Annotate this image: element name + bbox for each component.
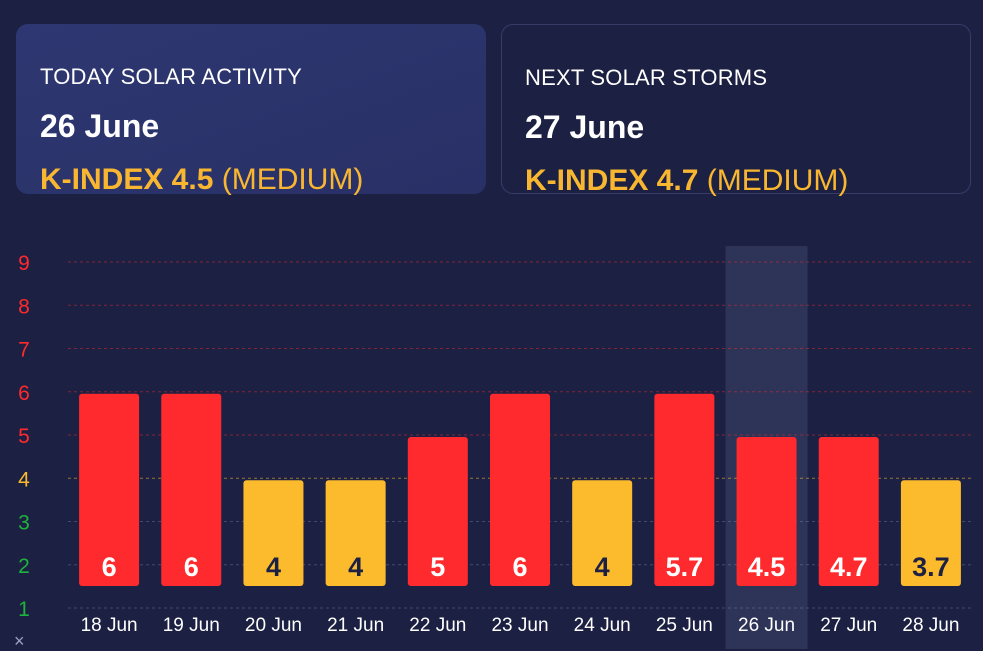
bar [572,480,633,586]
next-card-label: NEXT SOLAR STORMS [525,65,768,90]
today-activity-card: TODAY SOLAR ACTIVITY 26 June K-INDEX 4.5… [16,24,486,195]
bar [243,480,304,586]
bar [161,393,222,586]
bar [490,393,550,586]
next-kindex-level: (MEDIUM) [706,164,849,197]
x-tick-label: 21 Jun [327,615,384,636]
bar-value-label: 6 [102,552,117,582]
x-tick-label: 22 Jun [409,615,466,636]
x-tick-label: 27 Jun [820,615,877,636]
y-tick-label: 8 [18,295,30,318]
bar [654,393,715,586]
today-kindex-level: (MEDIUM) [221,163,364,196]
bar-value-label: 4.7 [830,552,868,582]
y-tick-label: 1 [18,598,30,621]
next-card-kindex: K-INDEX 4.7 (MEDIUM) [525,166,848,196]
x-tick-label: 24 Jun [574,615,631,636]
today-card-kindex: K-INDEX 4.5 (MEDIUM) [40,165,363,195]
y-tick-label: 3 [18,512,30,535]
bar-value-label: 5 [430,552,445,582]
bar-value-label: 4.5 [748,552,786,582]
close-icon[interactable]: × [14,631,25,651]
bar [900,480,961,586]
bar-value-label: 6 [184,552,199,582]
next-card-date: 27 June [525,109,645,145]
bar-value-label: 4 [348,552,363,582]
x-tick-label: 19 Jun [163,615,220,636]
bar [407,437,468,586]
y-tick-label: 4 [18,468,30,491]
today-card-label: TODAY SOLAR ACTIVITY [40,64,302,89]
bar [325,480,386,586]
y-tick-label: 5 [18,425,30,448]
y-tick-label: 6 [18,382,30,405]
x-tick-label: 28 Jun [902,615,959,636]
y-tick-label: 7 [18,339,30,362]
bar-value-label: 4 [595,552,610,582]
x-tick-label: 23 Jun [491,615,548,636]
y-tick-label: 9 [18,252,30,275]
x-tick-label: 26 Jun [738,615,795,636]
today-card-date: 26 June [40,108,160,144]
next-kindex-value: K-INDEX 4.7 [525,164,699,197]
x-tick-label: 20 Jun [245,615,302,636]
bar [736,437,797,586]
x-tick-label: 18 Jun [81,615,138,636]
x-tick-label: 25 Jun [656,615,713,636]
bar [79,393,140,586]
bar-value-label: 5.7 [666,552,704,582]
bar-value-label: 4 [266,552,281,582]
bar-value-label: 6 [512,552,527,582]
next-storms-card[interactable]: NEXT SOLAR STORMS 27 June K-INDEX 4.7 (M… [501,24,971,196]
today-kindex-value: K-INDEX 4.5 [40,163,214,196]
bar-value-label: 3.7 [912,552,950,582]
y-tick-label: 2 [18,555,30,578]
bar [818,437,879,586]
